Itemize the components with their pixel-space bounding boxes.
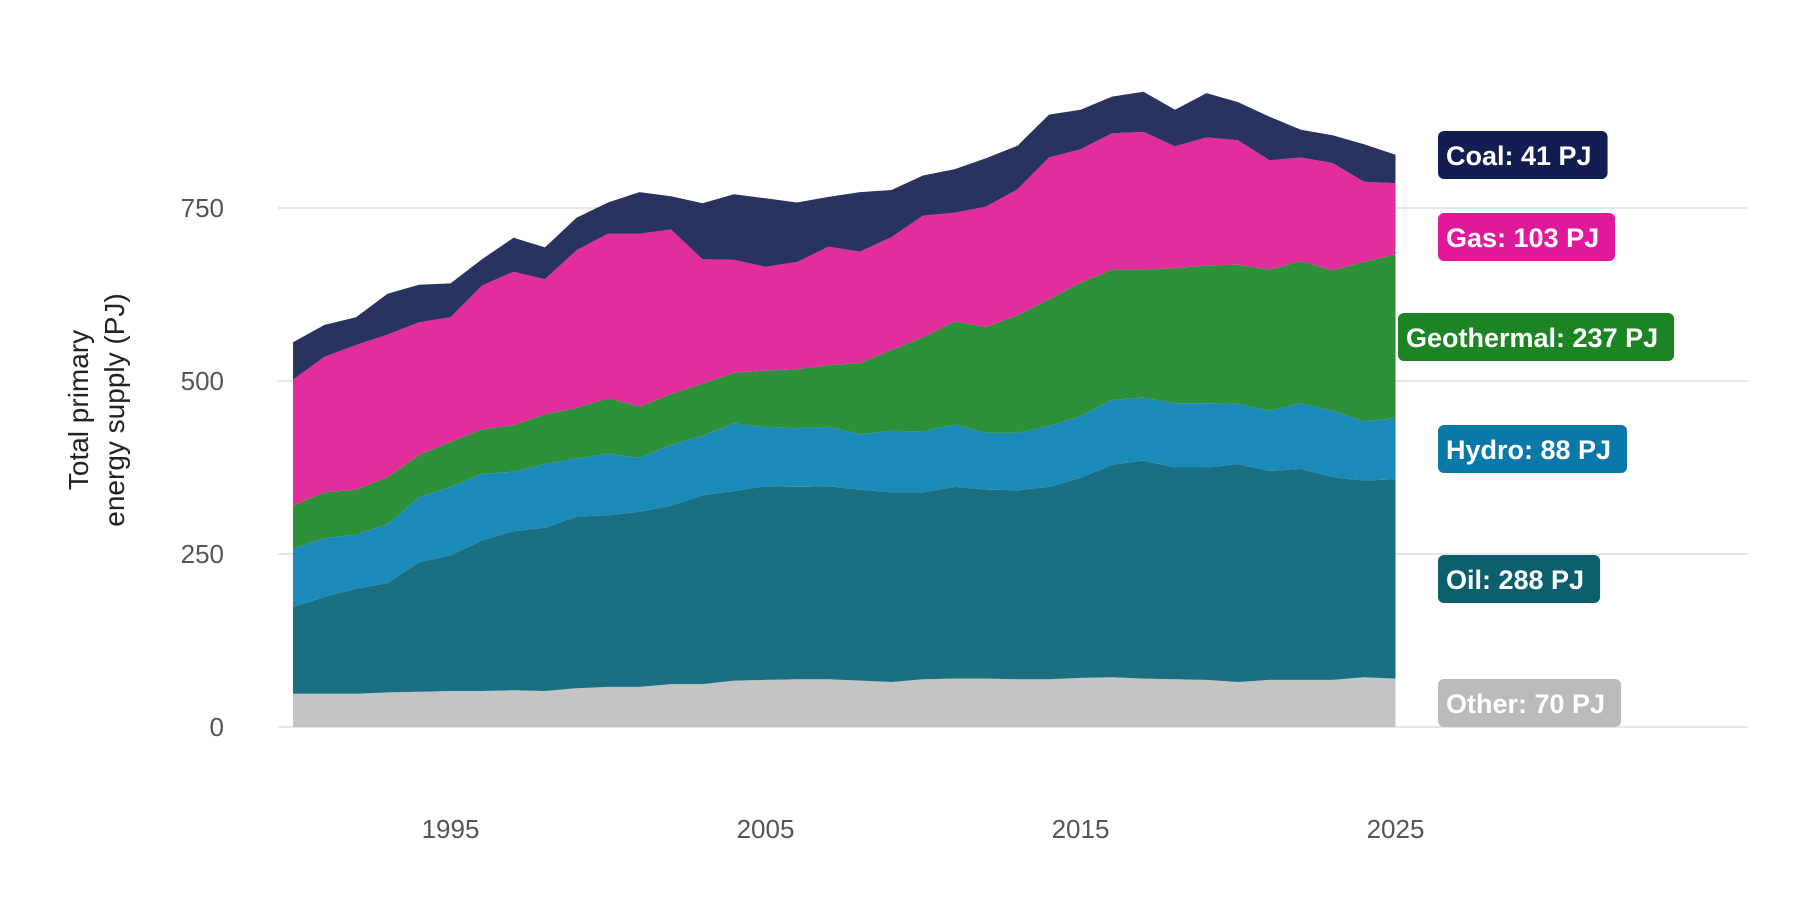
end-label-coal: Coal: 41 PJ [1438, 131, 1608, 179]
end-label-oil: Oil: 288 PJ [1438, 555, 1601, 603]
end-labels: Coal: 41 PJ Gas: 103 PJ Geothermal: 237 PJ… [1398, 131, 1675, 727]
area-geothermal [293, 254, 1396, 549]
series-areas [293, 91, 1396, 727]
end-label-gas: Gas: 103 PJ [1438, 213, 1616, 261]
area-gas [293, 131, 1396, 506]
end-label-box [1438, 131, 1608, 179]
end-label-text: Oil: 288 PJ [1446, 565, 1584, 595]
y-axis-title-text: Total primary energy supply (PJ) [63, 293, 130, 526]
y-tick-label: 0 [210, 712, 224, 742]
end-label-box [1398, 313, 1675, 361]
end-label-box [1438, 213, 1616, 261]
x-tick-label: 1995 [422, 814, 480, 844]
y-tick-label: 250 [181, 539, 224, 569]
y-axis-title-line: energy supply (PJ) [99, 293, 130, 526]
y-tick-label: 750 [181, 193, 224, 223]
x-axis: 1995 2005 2015 2025 [422, 814, 1425, 844]
end-label-text: Geothermal: 237 PJ [1406, 323, 1658, 353]
y-axis: 0 250 500 750 [181, 193, 224, 742]
y-tick-label: 500 [181, 366, 224, 396]
end-label-text: Gas: 103 PJ [1446, 223, 1599, 253]
end-label-box [1438, 555, 1601, 603]
y-axis-title-line: Total primary [63, 330, 94, 490]
end-label-hydro: Hydro: 88 PJ [1438, 425, 1628, 473]
y-axis-title: Total primary energy supply (PJ) [63, 293, 130, 526]
x-tick-label: 2025 [1367, 814, 1425, 844]
area-other [293, 677, 1396, 727]
x-tick-label: 2005 [737, 814, 795, 844]
x-tick-label: 2015 [1052, 814, 1110, 844]
end-label-text: Other: 70 PJ [1446, 689, 1605, 719]
end-label-geothermal: Geothermal: 237 PJ [1398, 313, 1675, 361]
end-label-text: Hydro: 88 PJ [1446, 435, 1611, 465]
area-oil [293, 460, 1396, 694]
end-label-other: Other: 70 PJ [1438, 679, 1622, 727]
end-label-box [1438, 679, 1622, 727]
area-coal [293, 91, 1396, 380]
end-label-text: Coal: 41 PJ [1446, 141, 1592, 171]
end-label-box [1438, 425, 1628, 473]
area-hydro [293, 397, 1396, 608]
